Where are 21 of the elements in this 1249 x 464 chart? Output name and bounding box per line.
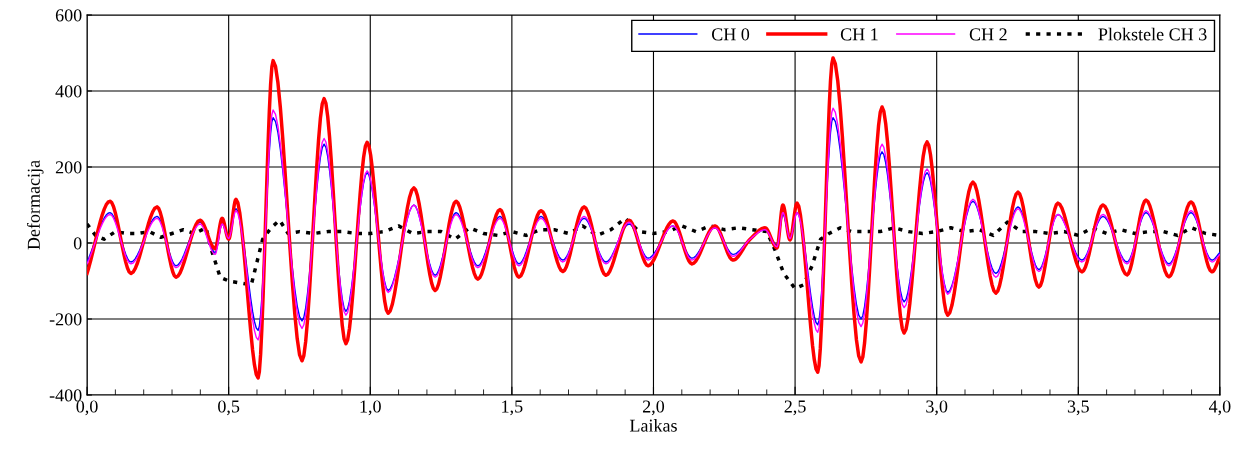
x-tick-label: 1,0 [360, 400, 381, 416]
x-tick-label: 2,5 [784, 400, 806, 416]
y-tick-label: -200 [49, 313, 82, 326]
x-tick-label: 4,0 [1208, 400, 1231, 416]
legend-label: Plokstele CH 3 [1098, 27, 1207, 41]
x-tick-label: 0,0 [76, 400, 98, 416]
x-tick-label: 1,5 [502, 400, 523, 416]
y-tick-label: 200 [55, 161, 82, 174]
legend-label: CH 0 [711, 28, 750, 41]
y-axis-title: Deformacija [26, 160, 44, 250]
x-tick-label: 2,0 [642, 400, 665, 416]
x-tick-label: 0,5 [218, 400, 240, 416]
x-axis-title: Laikas [629, 419, 677, 432]
y-tick-label: 600 [55, 9, 82, 22]
y-tick-label: 400 [55, 85, 82, 98]
x-tick-label: 3,0 [926, 400, 948, 416]
y-tick-label: 0 [73, 237, 82, 250]
y-tick-label: -400 [49, 389, 82, 402]
x-tick-label: 3,5 [1067, 400, 1089, 416]
legend-label: CH 1 [840, 28, 878, 41]
legend-label: CH 2 [969, 28, 1007, 41]
